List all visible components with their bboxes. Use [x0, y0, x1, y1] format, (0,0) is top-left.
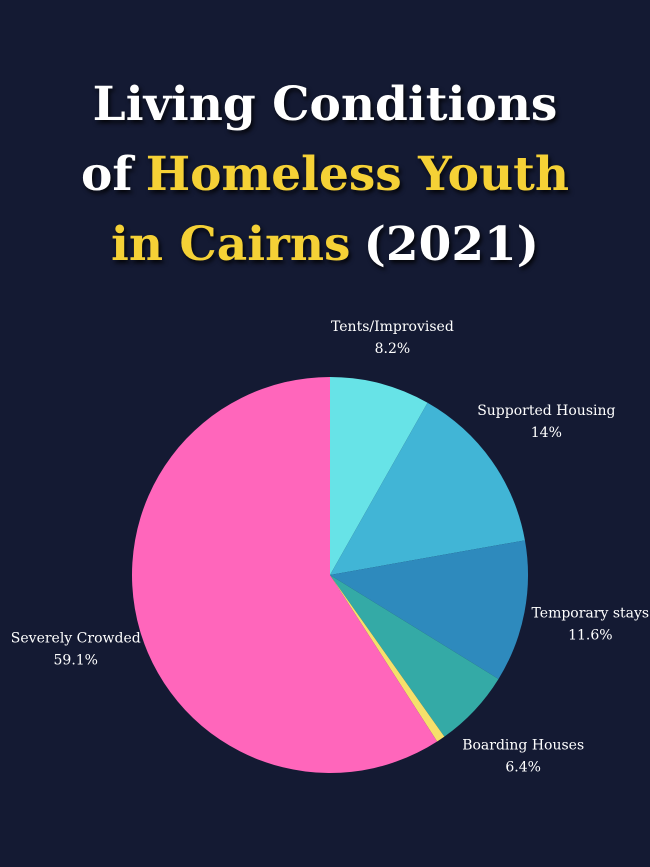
- title-segment: Homeless Youth: [145, 147, 570, 202]
- slice-value-label: 14%: [531, 425, 562, 441]
- title-line: Living Conditions: [0, 70, 650, 140]
- title-segment: of: [80, 147, 133, 202]
- title-segment: (2021): [363, 217, 539, 272]
- slice-value-label: 59.1%: [54, 653, 98, 669]
- slice-label: Boarding Houses: [462, 737, 584, 753]
- slice-value-label: 8.2%: [375, 341, 411, 357]
- title-segment: in Cairns: [111, 217, 351, 272]
- title-line: of Homeless Youth: [0, 140, 650, 210]
- pie-slice: [131, 377, 438, 774]
- slice-value-label: 6.4%: [505, 759, 541, 775]
- pie-slice: [330, 377, 428, 575]
- slice-label: Severely Crowded: [11, 631, 141, 647]
- chart-title: Living Conditions of Homeless Youth in Cair…: [0, 70, 650, 280]
- title-line: in Cairns (2021): [0, 210, 650, 280]
- slice-value-label: 11.6%: [568, 628, 612, 644]
- slice-label: Tents/Improvised: [331, 319, 454, 335]
- pie-slice: [330, 575, 499, 737]
- pie-slice: [330, 540, 528, 679]
- pie-slice: [330, 575, 445, 742]
- pie-slice: [330, 402, 525, 575]
- slice-label: Supported Housing: [477, 403, 615, 419]
- title-segment: Living Conditions: [92, 77, 558, 132]
- slice-label: Temporary stays: [532, 606, 650, 622]
